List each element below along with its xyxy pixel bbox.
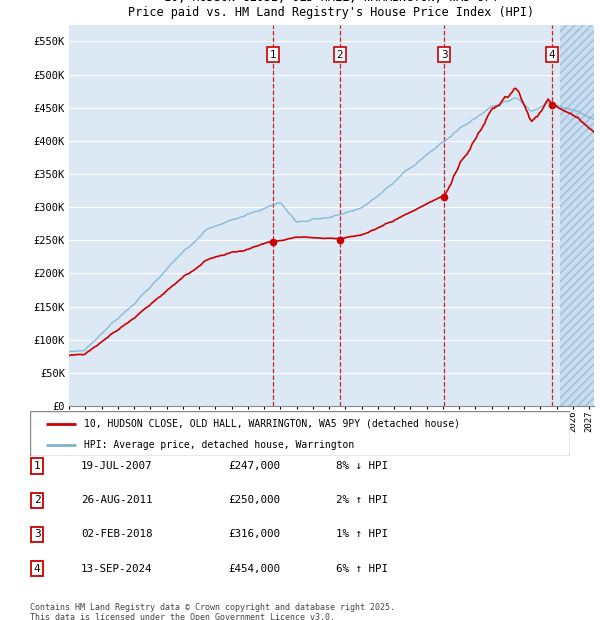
Text: 13-SEP-2024: 13-SEP-2024 [81, 564, 152, 574]
Text: Contains HM Land Registry data © Crown copyright and database right 2025.
This d: Contains HM Land Registry data © Crown c… [30, 603, 395, 620]
Text: 10, HUDSON CLOSE, OLD HALL, WARRINGTON, WA5 9PY (detached house): 10, HUDSON CLOSE, OLD HALL, WARRINGTON, … [84, 418, 460, 428]
Text: £316,000: £316,000 [228, 529, 280, 539]
Text: 19-JUL-2007: 19-JUL-2007 [81, 461, 152, 471]
Text: 02-FEB-2018: 02-FEB-2018 [81, 529, 152, 539]
Bar [560, 25, 594, 406]
Text: 8% ↓ HPI: 8% ↓ HPI [336, 461, 388, 471]
Text: 2% ↑ HPI: 2% ↑ HPI [336, 495, 388, 505]
Text: 3: 3 [441, 50, 448, 60]
Text: 6% ↑ HPI: 6% ↑ HPI [336, 564, 388, 574]
Text: 1% ↑ HPI: 1% ↑ HPI [336, 529, 388, 539]
Text: £247,000: £247,000 [228, 461, 280, 471]
Text: £250,000: £250,000 [228, 495, 280, 505]
Text: 26-AUG-2011: 26-AUG-2011 [81, 495, 152, 505]
Text: 1: 1 [34, 461, 41, 471]
Text: 2: 2 [34, 495, 41, 505]
Text: 4: 4 [34, 564, 41, 574]
FancyBboxPatch shape [30, 411, 570, 456]
Title: 10, HUDSON CLOSE, OLD HALL, WARRINGTON, WA5 9PY
Price paid vs. HM Land Registry': 10, HUDSON CLOSE, OLD HALL, WARRINGTON, … [128, 0, 535, 19]
Text: 3: 3 [34, 529, 41, 539]
Text: HPI: Average price, detached house, Warrington: HPI: Average price, detached house, Warr… [84, 440, 354, 450]
Text: £454,000: £454,000 [228, 564, 280, 574]
Text: 1: 1 [269, 50, 276, 60]
Text: 4: 4 [548, 50, 555, 60]
Text: 2: 2 [337, 50, 343, 60]
